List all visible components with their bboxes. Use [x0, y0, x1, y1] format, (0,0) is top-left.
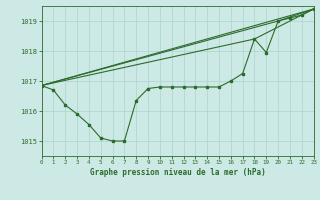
- X-axis label: Graphe pression niveau de la mer (hPa): Graphe pression niveau de la mer (hPa): [90, 168, 266, 177]
